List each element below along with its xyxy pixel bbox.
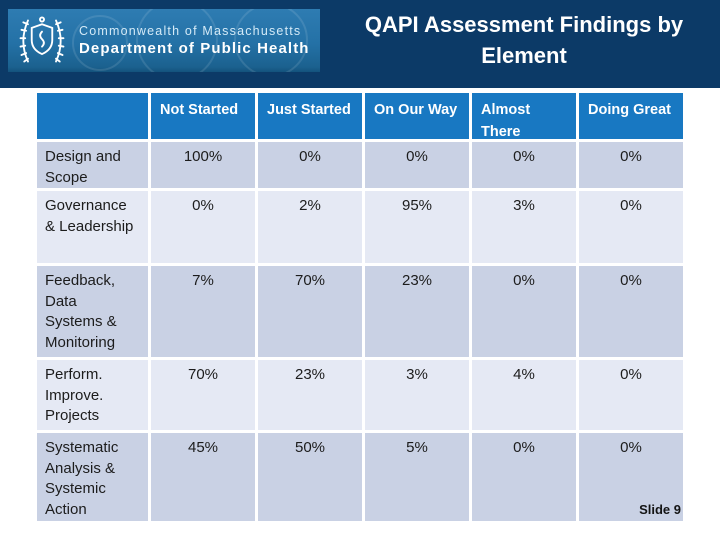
slide-title: QAPI Assessment Findings by Element — [364, 12, 684, 68]
row-label-governance-leadership: Governance & Leadership — [37, 191, 148, 263]
table-cell: 0% — [365, 142, 469, 188]
row-label-design-and-scope: Design and Scope — [37, 142, 148, 188]
table-header-doing-great: Doing Great — [579, 93, 683, 139]
massachusetts-seal-icon — [19, 16, 65, 62]
table-cell: 95% — [365, 191, 469, 263]
table-cell: 0% — [472, 266, 576, 357]
seal-watermark-icon — [234, 9, 308, 72]
table-cell: 0% — [579, 266, 683, 357]
slide-number: Slide 9 — [639, 502, 681, 517]
seal-watermark-icon — [136, 9, 218, 72]
row-label-perform-improve-projects: Perform. Improve. Projects — [37, 360, 148, 430]
table-cell: 0% — [258, 142, 362, 188]
table-header-on-our-way: On Our Way — [365, 93, 469, 139]
table-cell: 45% — [151, 433, 255, 521]
qapi-findings-table: Not Started Just Started On Our Way Almo… — [37, 93, 683, 521]
table-cell: 100% — [151, 142, 255, 188]
table-cell: 0% — [579, 360, 683, 430]
table-cell: 3% — [365, 360, 469, 430]
table-cell: 3% — [472, 191, 576, 263]
table-cell: 0% — [579, 433, 683, 521]
table-cell: 23% — [258, 360, 362, 430]
seal-watermark-icon — [72, 15, 128, 71]
table-cell: 5% — [365, 433, 469, 521]
row-label-systematic-analysis: Systematic Analysis & Systemic Action — [37, 433, 148, 521]
table-cell: 0% — [472, 142, 576, 188]
table-cell: 0% — [151, 191, 255, 263]
table-cell: 50% — [258, 433, 362, 521]
dph-logo-panel: Commonwealth of Massachusetts Department… — [8, 9, 320, 72]
table-cell: 23% — [365, 266, 469, 357]
org-name-line1: Commonwealth of Massachusetts — [79, 23, 302, 38]
table-header-blank — [37, 93, 148, 139]
table-cell: 2% — [258, 191, 362, 263]
table-header-almost-there: Almost There — [472, 93, 576, 139]
table-header-just-started: Just Started — [258, 93, 362, 139]
org-name: Commonwealth of Massachusetts Department… — [79, 24, 310, 58]
table-header-not-started: Not Started — [151, 93, 255, 139]
org-name-line2: Department of Public Health — [79, 39, 310, 57]
table-cell: 70% — [258, 266, 362, 357]
table-cell: 0% — [472, 433, 576, 521]
slide-header-banner: Commonwealth of Massachusetts Department… — [0, 0, 720, 88]
table-cell: 4% — [472, 360, 576, 430]
row-label-feedback-data-systems: Feedback, Data Systems & Monitoring — [37, 266, 148, 357]
table-cell: 70% — [151, 360, 255, 430]
table-cell: 0% — [579, 142, 683, 188]
table-cell: 0% — [579, 191, 683, 263]
table-cell: 7% — [151, 266, 255, 357]
